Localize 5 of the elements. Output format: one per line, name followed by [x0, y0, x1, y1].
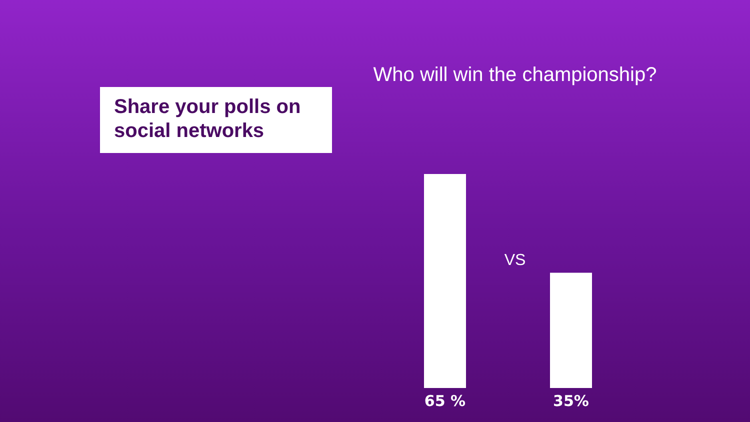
chart-title: Who will win the championship? — [372, 64, 658, 87]
data-label: 65 % — [424, 392, 466, 410]
text: Share your polls on social networks — [100, 87, 332, 153]
annotation: VS — [503, 252, 527, 270]
data-label: 35% — [553, 392, 589, 410]
